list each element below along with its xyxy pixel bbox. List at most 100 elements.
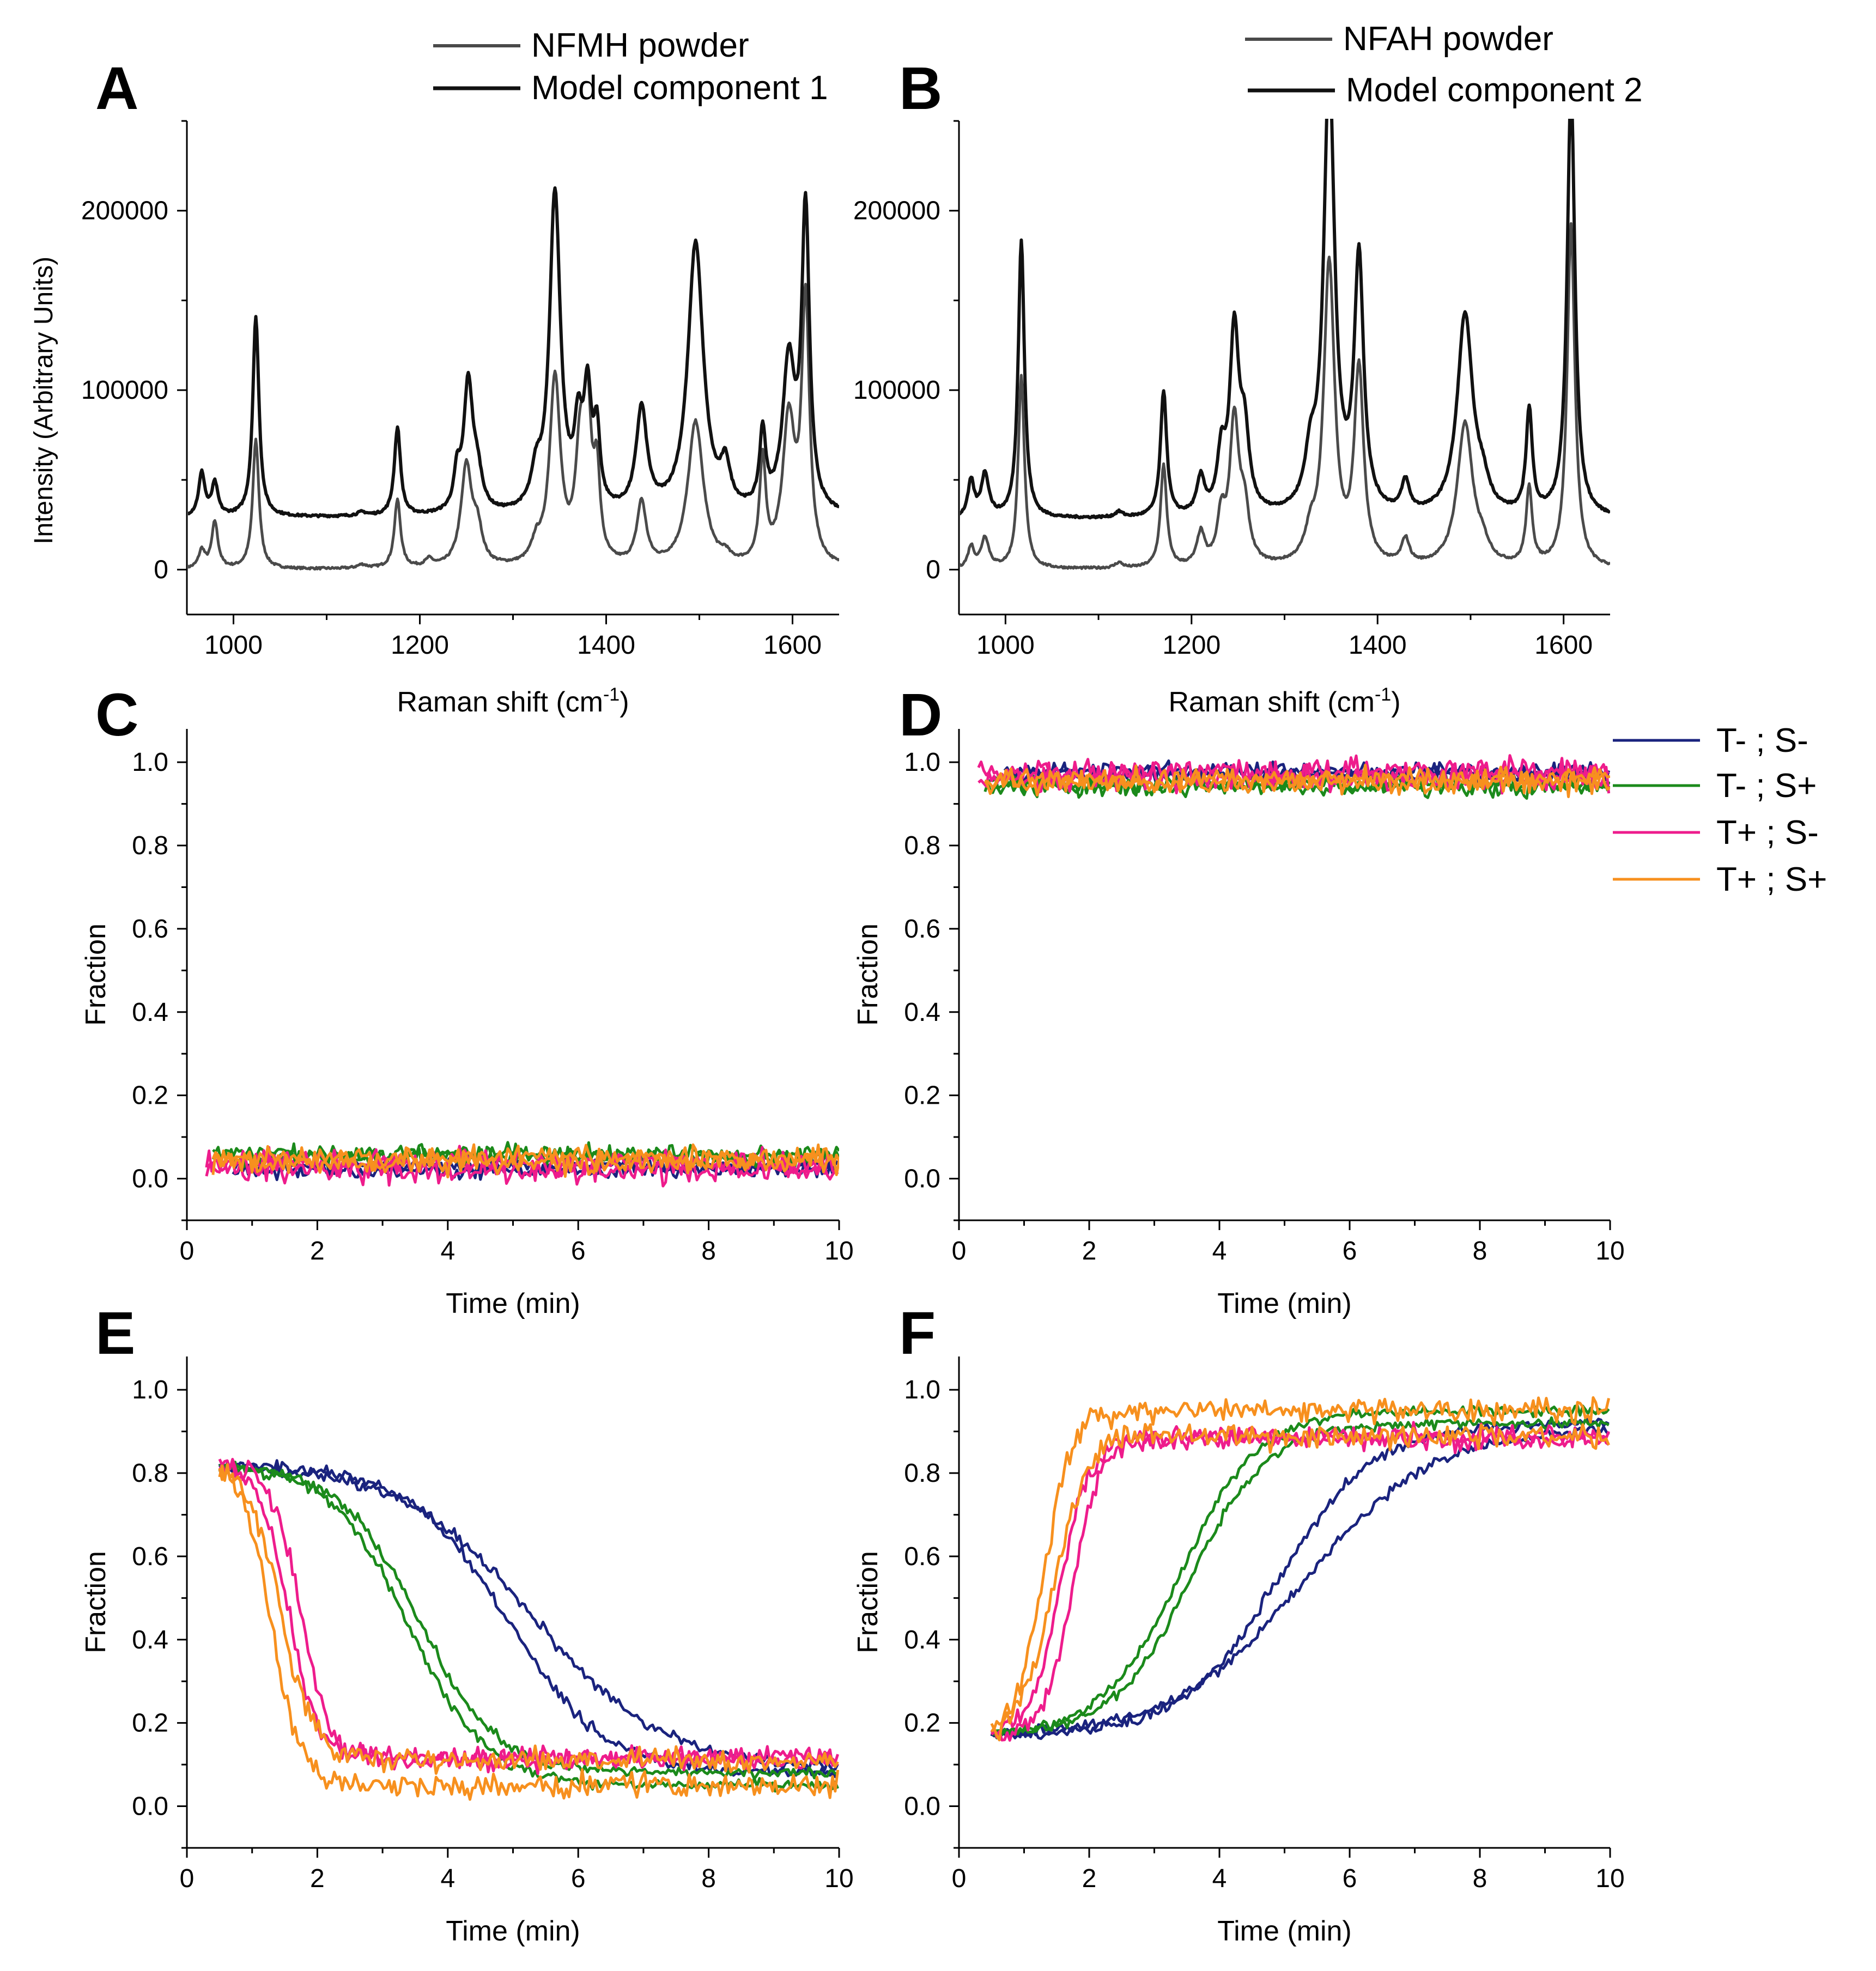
- x-tick-label: 1200: [391, 631, 449, 660]
- legend-label-t-minus-s-plus: T- ; S+: [1716, 767, 1817, 805]
- y-tick-label: 0.0: [132, 1792, 168, 1821]
- series-line-powder: [960, 222, 1610, 570]
- x-tick-label: 1400: [577, 631, 635, 660]
- series-line-model: [188, 186, 839, 519]
- legend-a: NFMH powder Model component 1: [433, 27, 828, 107]
- y-tick-label: 100000: [81, 376, 168, 405]
- y-tick-label: 0.4: [132, 1626, 168, 1654]
- x-tick-label: 1200: [1162, 631, 1221, 660]
- x-tick-label: 0: [180, 1237, 195, 1266]
- x-tick-label: 2: [310, 1864, 325, 1893]
- x-tick-label: 0: [952, 1864, 967, 1893]
- x-axis-title: Time (min): [1217, 1915, 1352, 1947]
- plot-area: [990, 1396, 1610, 1742]
- x-tick-label: 4: [1212, 1237, 1227, 1266]
- series-line-tplussplus: [218, 1463, 839, 1775]
- x-tick-label: 8: [701, 1237, 716, 1266]
- x-tick-label: 0: [952, 1237, 967, 1266]
- y-tick-label: 1.0: [904, 1376, 940, 1404]
- y-tick-label: 0.0: [904, 1792, 940, 1821]
- legend-b-label-powder: NFAH powder: [1343, 20, 1553, 58]
- panel-b: 1000 1200 1400 1600 0 100000 200000 B Raman shif…: [853, 55, 1610, 718]
- series-line-tminussplus: [218, 1464, 839, 1793]
- y-tick-label: 0.4: [904, 1626, 940, 1654]
- plot-area: [205, 1141, 839, 1188]
- panel-label: E: [95, 1300, 135, 1367]
- panel-f: 0 2 4 6 8 10 0.0 0.2 0.4 0.6 0.8 1.0 F Time (min) Frac…: [852, 1300, 1625, 1947]
- series-line-tplussplus: [211, 1147, 839, 1179]
- y-tick-label: 0.0: [904, 1165, 940, 1194]
- panel-label: B: [899, 55, 942, 122]
- plot-area: [218, 1458, 839, 1801]
- x-tick-label: 1600: [1534, 631, 1593, 660]
- y-axis-title: Fraction: [852, 923, 884, 1026]
- series-line-tminussminus: [218, 1461, 839, 1772]
- series-line-tplussplus: [983, 767, 1610, 799]
- x-tick-label: 1000: [204, 631, 263, 660]
- y-tick-label: 0.2: [904, 1081, 940, 1110]
- legend-a-label-powder: NFMH powder: [531, 27, 749, 64]
- x-tick-label: 10: [1595, 1237, 1624, 1266]
- series-line-tplussminus: [218, 1458, 839, 1770]
- x-axis-title: Time (min): [446, 1915, 580, 1947]
- x-tick-label: 2: [1082, 1237, 1097, 1266]
- y-tick-label: 0.8: [904, 1459, 940, 1488]
- panel-c: 0 2 4 6 8 10 0.0 0.2 0.4 0.6 0.8 1.0C Time (min) Frac…: [80, 682, 854, 1319]
- y-tick-label: 0.6: [904, 1542, 940, 1571]
- series-line-tminussplus: [218, 1461, 838, 1780]
- series-line-tplussplus: [218, 1467, 839, 1801]
- y-tick-label: 0: [926, 556, 940, 585]
- x-tick-label: 0: [180, 1864, 195, 1893]
- x-tick-label: 10: [824, 1237, 853, 1266]
- series-line-tminussminus: [218, 1459, 839, 1778]
- y-tick-label: 0.6: [132, 1542, 168, 1571]
- x-tick-label: 4: [440, 1864, 455, 1893]
- legend-b-label-model: Model component 2: [1346, 71, 1643, 109]
- legend-a-label-model: Model component 1: [531, 69, 828, 107]
- y-tick-label: 0.6: [132, 915, 168, 944]
- legend-b: NFAH powder Model component 2: [1245, 20, 1643, 109]
- x-tick-label: 4: [440, 1237, 455, 1266]
- x-tick-label: 1000: [976, 631, 1035, 660]
- y-axis-title: Fraction: [80, 923, 112, 1026]
- y-tick-label: 1.0: [132, 748, 168, 777]
- x-axis-title: Time (min): [446, 1288, 580, 1319]
- legend-label-t-plus-s-plus: T+ ; S+: [1716, 861, 1827, 898]
- y-tick-label: 0.4: [904, 998, 940, 1027]
- series-line-tplussplus: [990, 1396, 1610, 1731]
- y-tick-label: 0.8: [904, 831, 940, 860]
- x-tick-label: 2: [1082, 1864, 1097, 1893]
- plot-area: [977, 754, 1610, 800]
- panel-d: 0 2 4 6 8 10 0.0 0.2 0.4 0.6 0.8 1.0D Time (min) Frac…: [852, 682, 1625, 1319]
- x-tick-label: 6: [571, 1864, 586, 1893]
- panel-label: A: [95, 55, 138, 122]
- x-axis-title: Raman shift (cm-1): [1168, 684, 1400, 718]
- x-tick-label: 8: [1473, 1237, 1488, 1266]
- x-tick-label: 10: [824, 1864, 853, 1893]
- x-tick-label: 6: [1343, 1237, 1357, 1266]
- series-line-tplussminus: [218, 1458, 839, 1775]
- y-axis-title: Fraction: [852, 1551, 884, 1653]
- x-tick-label: 10: [1595, 1864, 1624, 1893]
- y-axis-title: Fraction: [80, 1551, 112, 1653]
- y-tick-label: 200000: [81, 197, 168, 226]
- x-axis-title: Time (min): [1217, 1288, 1352, 1319]
- x-tick-label: 2: [310, 1237, 325, 1266]
- x-tick-label: 6: [1343, 1864, 1357, 1893]
- y-tick-label: 0.2: [132, 1709, 168, 1738]
- plot-area: [188, 186, 839, 571]
- x-tick-label: 4: [1212, 1864, 1227, 1893]
- panel-label: C: [95, 682, 138, 749]
- y-tick-label: 0.8: [132, 1459, 168, 1488]
- series-line-tplussplus: [985, 764, 1610, 794]
- x-tick-label: 8: [701, 1864, 716, 1893]
- panel-label: F: [899, 1300, 936, 1367]
- panel-label: D: [899, 682, 942, 749]
- y-tick-label: 1.0: [132, 1376, 168, 1404]
- series-line-powder: [188, 283, 839, 571]
- series-line-model: [960, 119, 1610, 520]
- legend-conditions: T- ; S- T- ; S+ T+ ; S- T+ ; S+: [1613, 722, 1827, 898]
- series-line-tplussminus: [990, 1421, 1610, 1742]
- legend-label-t-minus-s-minus: T- ; S-: [1716, 722, 1808, 759]
